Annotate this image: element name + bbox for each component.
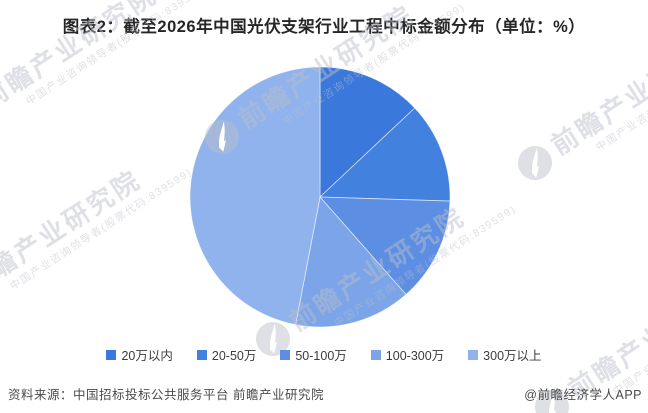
legend-label: 20-50万: [211, 349, 257, 363]
legend-item: 100-300万: [370, 345, 445, 364]
pie-slice-100-300万: [295, 196, 407, 328]
pie-slice-300万以上: [189, 66, 321, 326]
pie-slice-50-100万: [319, 196, 451, 296]
credit-text: @前瞻经济学人APP: [524, 388, 642, 402]
chart-title: 图表2：截至2026年中国光伏支架行业工程中标金额分布（单位：%）: [62, 18, 586, 36]
legend-label: 50-100万: [295, 349, 347, 363]
chart-legend: 20万以内 20-50万 50-100万 100-300万 300万以上: [0, 345, 648, 364]
chart-footer: 资料来源：中国招标投标公共服务平台 前瞻产业研究院 @前瞻经济学人APP: [8, 384, 642, 403]
legend-swatch-icon: [280, 349, 291, 360]
legend-item: 20万以内: [106, 345, 173, 364]
qianzhan-logo-icon: [518, 146, 552, 180]
legend-swatch-icon: [370, 349, 381, 360]
watermark-text: 前瞻产业研究院: [0, 164, 147, 300]
legend-label: 20万以内: [121, 349, 173, 363]
legend-swatch-icon: [106, 349, 117, 360]
pie-slice-20万以内: [319, 66, 416, 198]
legend-item: 50-100万: [280, 345, 347, 364]
source-text: 资料来源：中国招标投标公共服务平台 前瞻产业研究院: [8, 388, 324, 402]
watermark-subtext: 中国产业咨询领导者(股票代码:839599): [8, 165, 195, 293]
watermark-subtext: 中国产业咨询领导者(股票代码:839599): [611, 270, 648, 398]
watermark-tile: 前瞻产业研究院 中国产业咨询领导者(股票代码:839599): [0, 138, 195, 335]
pie-slice-20-50万: [319, 107, 451, 202]
legend-item: 300万以上: [468, 345, 542, 364]
legend-swatch-icon: [196, 349, 207, 360]
legend-swatch-icon: [468, 349, 479, 360]
watermark-text: 前瞻产业研究院: [562, 269, 648, 405]
pie-chart: [189, 66, 451, 328]
legend-label: 100-300万: [385, 349, 445, 363]
legend-item: 20-50万: [196, 345, 257, 364]
watermark-subtext: 中国产业咨询领导者(股票代码:839599): [594, 26, 648, 154]
legend-label: 300万以上: [483, 349, 542, 363]
